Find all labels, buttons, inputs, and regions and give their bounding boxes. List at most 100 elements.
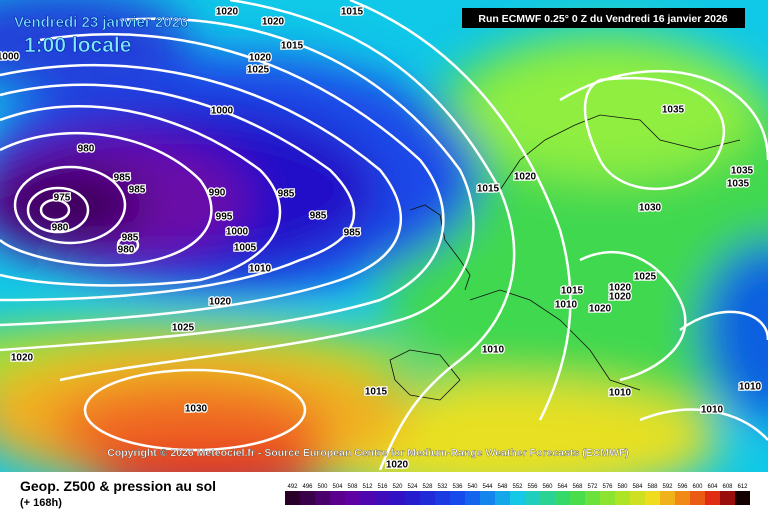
scale-swatch — [300, 491, 315, 505]
local-time: 1:00 locale — [24, 34, 131, 57]
legend-title: Geop. Z500 & pression au sol — [20, 478, 216, 494]
scale-label: 596 — [677, 484, 688, 490]
run-box — [462, 8, 745, 28]
scale-label: 492 — [287, 484, 298, 490]
scale-label: 500 — [317, 484, 328, 490]
scale-label: 604 — [707, 484, 718, 490]
scale-label: 520 — [392, 484, 403, 490]
isobar-label: 1010 — [555, 300, 578, 311]
scale-swatch — [285, 491, 300, 505]
isobar-labels: 1015102010201015102010251000100098098598… — [0, 5, 763, 472]
scale-swatch — [525, 491, 540, 505]
scale-swatch — [690, 491, 705, 505]
isobar-label: 1030 — [185, 404, 208, 415]
isobar-label: 1025 — [634, 272, 657, 283]
isobar-label: 1020 — [249, 53, 272, 64]
isobar-label: 1005 — [234, 243, 257, 254]
scale-swatch — [660, 491, 675, 505]
scale-label: 544 — [482, 484, 493, 490]
scale-label: 540 — [467, 484, 478, 490]
isobar-label: 1030 — [639, 203, 662, 214]
scale-label: 548 — [497, 484, 508, 490]
scale-swatch — [735, 491, 750, 505]
scale-label: 536 — [452, 484, 463, 490]
scale-label: 496 — [302, 484, 313, 490]
scale-label: 512 — [362, 484, 373, 490]
isobar-label: 1020 — [216, 7, 239, 18]
isobar-label: 1025 — [247, 65, 270, 76]
isobar-label: 985 — [114, 173, 131, 184]
scale-label: 516 — [377, 484, 388, 490]
lead-time: (+ 168h) — [20, 497, 62, 509]
scale-swatch — [450, 491, 465, 505]
copyright: Copyright © 2026 Meteociel.fr - Source E… — [107, 447, 629, 459]
isobar-label: 1035 — [662, 105, 685, 116]
scale-label: 584 — [632, 484, 643, 490]
scale-swatch — [720, 491, 735, 505]
scale-label: 564 — [557, 484, 568, 490]
isobar-label: 1010 — [249, 264, 272, 275]
scale-swatch — [615, 491, 630, 505]
scale-swatch — [345, 491, 360, 505]
run-info: Run ECMWF 0.25° 0 Z du Vendredi 16 janvi… — [478, 13, 727, 25]
isobar-label: 980 — [78, 144, 95, 155]
isobar-label: 1020 — [209, 297, 232, 308]
isobar-label: 1015 — [281, 41, 304, 52]
scale-swatch — [675, 491, 690, 505]
isobar-label: 1020 — [11, 353, 34, 364]
isobar-label: 985 — [122, 233, 139, 244]
isobars — [0, 0, 768, 471]
color-scale: 492 496 500 504 508 512 516 520 524 528 532 536 540 5… — [285, 484, 750, 505]
isobar-label: 1015 — [561, 286, 584, 297]
scale-swatch — [480, 491, 495, 505]
scale-swatch — [420, 491, 435, 505]
isobar-label: 980 — [118, 245, 135, 256]
scale-label: 612 — [737, 484, 748, 490]
isobar-label: 1000 — [226, 227, 249, 238]
valid-date: Vendredi 23 janvier 2026 — [14, 14, 188, 31]
scale-label: 608 — [722, 484, 733, 490]
isobar-label: 1010 — [482, 345, 505, 356]
isobar-label: 1010 — [609, 388, 632, 399]
isobar-label: 1000 — [211, 106, 234, 117]
scale-label: 504 — [332, 484, 343, 490]
isobar-label: 1010 — [701, 405, 724, 416]
isobar-label: 1020 — [514, 172, 537, 183]
isobar-label: 1000 — [0, 52, 20, 63]
scale-label: 528 — [422, 484, 433, 490]
geopotential-field: 1015102010201015102010251000100098098598… — [0, 0, 768, 472]
scale-swatch — [360, 491, 375, 505]
scale-label: 568 — [572, 484, 583, 490]
isobar-label: 995 — [216, 212, 233, 223]
scale-swatch — [330, 491, 345, 505]
scale-swatch — [375, 491, 390, 505]
isobar-label: 1015 — [477, 184, 500, 195]
scale-swatch — [555, 491, 570, 505]
scale-swatch — [465, 491, 480, 505]
isobar-label: 1020 — [609, 292, 632, 303]
coastlines — [389, 114, 741, 401]
isobar-label: 985 — [310, 211, 327, 222]
scale-swatch — [570, 491, 585, 505]
scale-label: 592 — [662, 484, 673, 490]
isobar-label: 1020 — [609, 283, 632, 294]
scale-swatch — [435, 491, 450, 505]
isobar-label: 985 — [278, 189, 295, 200]
isobar-label: 1020 — [589, 304, 612, 315]
scale-swatch — [510, 491, 525, 505]
scale-label: 524 — [407, 484, 418, 490]
scale-label: 580 — [617, 484, 628, 490]
scale-label: 588 — [647, 484, 658, 490]
scale-swatch — [600, 491, 615, 505]
isobar-label: 985 — [344, 228, 361, 239]
scale-swatch — [645, 491, 660, 505]
scale-swatch — [585, 491, 600, 505]
isobar-label: 1015 — [341, 7, 364, 18]
scale-swatch — [540, 491, 555, 505]
scale-swatch — [405, 491, 420, 505]
isobar-label: 980 — [52, 223, 69, 234]
isobar-label: 985 — [129, 185, 146, 196]
scale-label: 532 — [437, 484, 448, 490]
scale-swatch — [315, 491, 330, 505]
